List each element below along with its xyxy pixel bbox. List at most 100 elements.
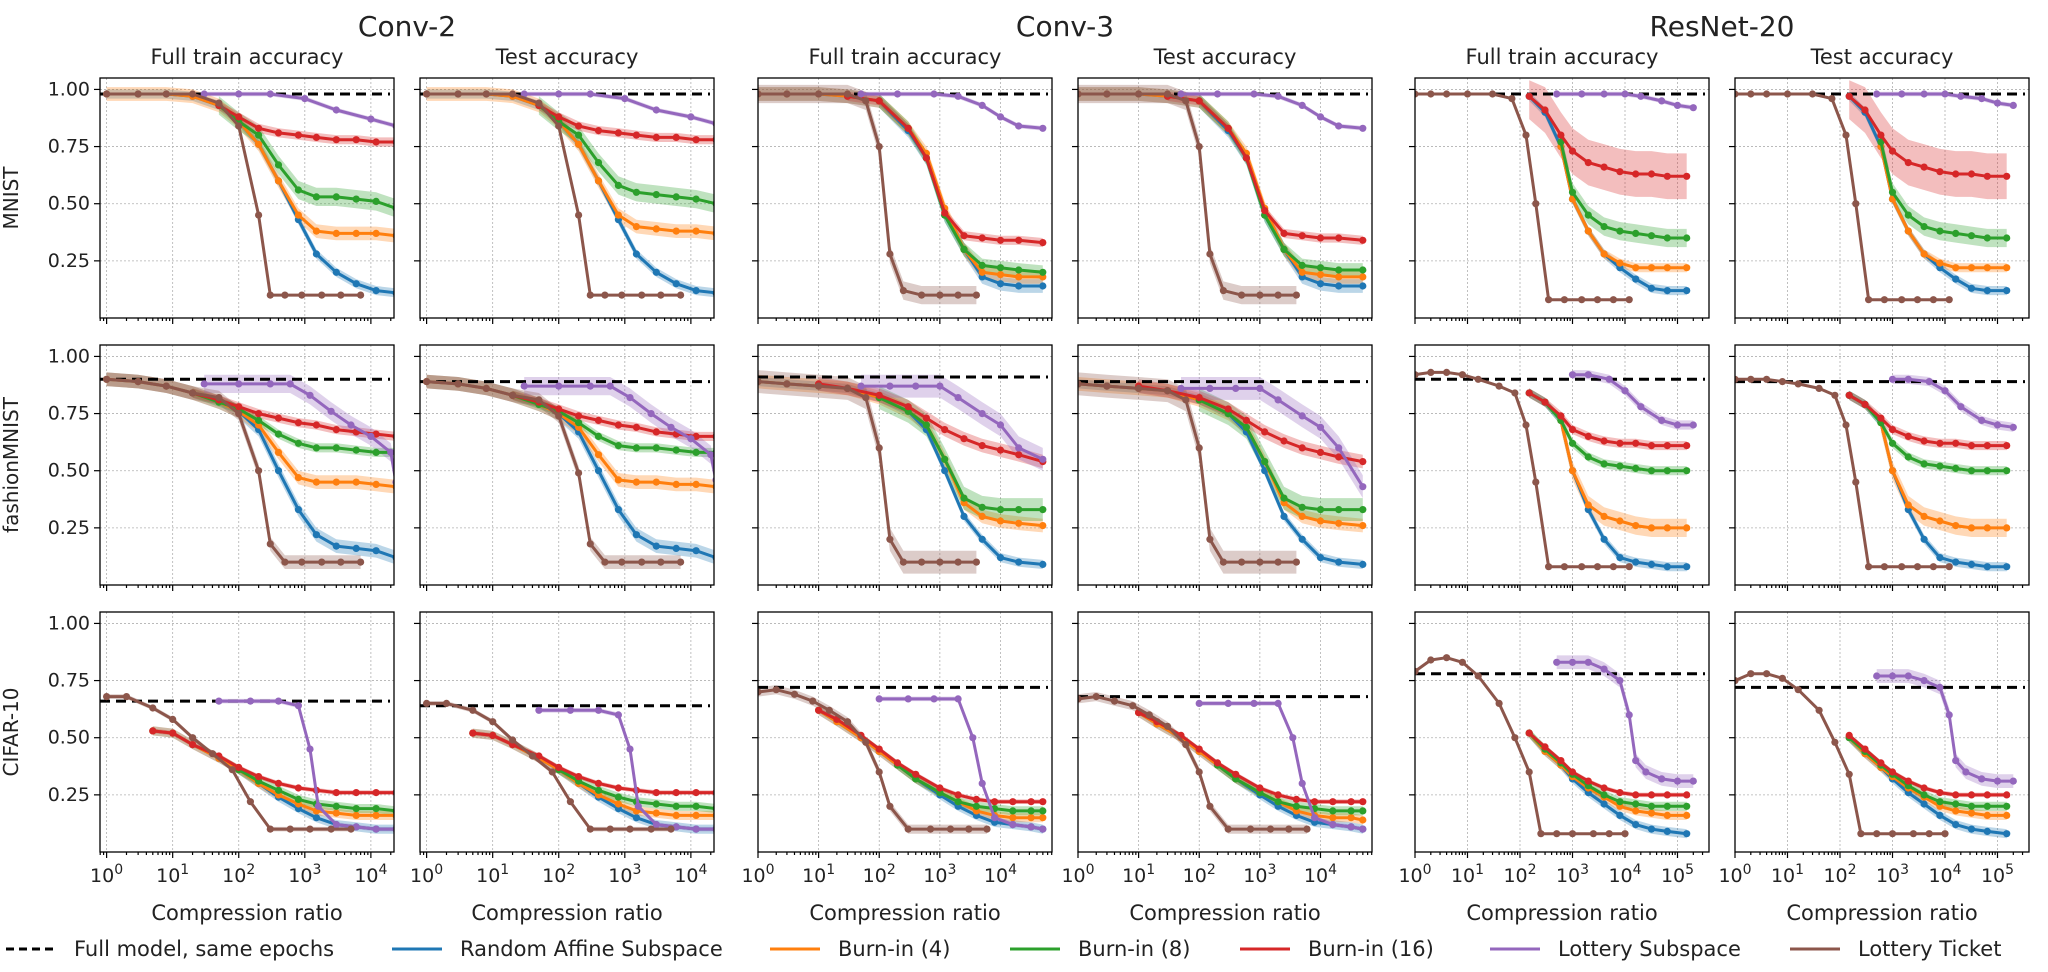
data-point-lottery-ticket — [677, 291, 685, 299]
data-point-burn-in-8 — [996, 506, 1005, 514]
data-point-burn-in-8 — [1015, 266, 1023, 274]
data-point-lottery-ticket — [1224, 825, 1232, 833]
data-point-lottery-ticket — [783, 380, 791, 388]
data-point-burn-in-4 — [1967, 809, 1976, 817]
y-tick-label: 0.75 — [48, 403, 90, 425]
data-point-burn-in-4 — [1009, 814, 1017, 822]
data-point-lottery-ticket — [1898, 563, 1906, 571]
data-point-lottery-subspace — [387, 448, 394, 456]
data-point-burn-in-16 — [1663, 172, 1671, 180]
data-point-lottery-subspace — [1920, 90, 1928, 98]
plot-area — [758, 685, 1048, 834]
data-point-lottery-ticket — [1285, 825, 1293, 833]
series-line-random-affine-subspace — [106, 377, 394, 559]
data-point-burn-in-16 — [1242, 154, 1250, 162]
data-point-burn-in-16 — [652, 133, 660, 141]
data-point-lottery-ticket — [1110, 697, 1119, 705]
series-line-burn-in-8 — [217, 104, 394, 210]
data-point-burn-in-16 — [1952, 170, 1960, 178]
data-point-lottery-subspace — [535, 706, 543, 714]
data-point-lottery-subspace — [1888, 375, 1897, 383]
data-point-lottery-ticket — [1831, 391, 1839, 399]
data-point-lottery-ticket — [1206, 535, 1214, 543]
data-point-random-affine-subspace — [332, 542, 340, 550]
data-point-lottery-ticket — [1163, 387, 1172, 395]
data-point-burn-in-8 — [372, 805, 380, 813]
data-point-random-affine-subspace — [672, 280, 680, 288]
data-point-lottery-subspace — [327, 407, 335, 415]
x-tick-label: 101 — [802, 862, 835, 887]
data-point-lottery-ticket — [918, 558, 926, 566]
data-point-lottery-subspace — [996, 421, 1005, 429]
data-point-lottery-ticket — [555, 122, 563, 130]
data-point-burn-in-4 — [1952, 522, 1960, 530]
data-point-burn-in-16 — [614, 421, 623, 429]
data-point-lottery-subspace — [301, 95, 309, 103]
data-point-lottery-ticket — [1511, 389, 1519, 397]
data-point-burn-in-8 — [332, 193, 340, 201]
column-title: Full train accuracy — [809, 45, 1002, 69]
data-point-lottery-ticket — [1129, 702, 1137, 710]
data-point-burn-in-8 — [1967, 802, 1976, 810]
data-point-burn-in-4 — [332, 478, 340, 486]
series-line-burn-in-16 — [218, 104, 394, 144]
data-point-burn-in-16 — [1359, 236, 1367, 244]
data-point-lottery-subspace — [1689, 777, 1697, 785]
axes-frame — [419, 77, 715, 319]
data-point-lottery-ticket — [103, 693, 111, 701]
legend-label: Burn-in (4) — [838, 937, 950, 961]
plot-area — [100, 372, 394, 569]
data-point-random-affine-subspace — [652, 542, 660, 550]
data-point-burn-in-8 — [1292, 802, 1300, 810]
panel-fashionmnist-resnet-20-full-train-accuracy — [1409, 344, 1710, 591]
band-burn-in-16 — [1529, 80, 1687, 200]
data-point-lottery-ticket — [1415, 667, 1419, 675]
data-point-lottery-subspace — [1621, 387, 1629, 395]
data-point-random-affine-subspace — [312, 531, 320, 539]
data-point-random-affine-subspace — [274, 467, 283, 475]
data-point-lottery-ticket — [1274, 291, 1282, 299]
data-point-lottery-ticket — [862, 394, 870, 402]
column-title: Test accuracy — [1810, 45, 1954, 69]
data-point-lottery-ticket — [266, 291, 274, 299]
data-point-burn-in-16 — [1845, 92, 1853, 100]
data-point-lottery-subspace — [1359, 124, 1367, 132]
data-point-lottery-subspace — [857, 90, 865, 98]
data-point-lottery-ticket — [162, 90, 170, 98]
data-point-burn-in-8 — [1877, 138, 1885, 146]
data-point-burn-in-4 — [332, 229, 340, 237]
data-point-lottery-ticket — [281, 558, 289, 566]
legend-label: Lottery Subspace — [1558, 937, 1741, 961]
data-point-burn-in-4 — [652, 478, 660, 486]
data-point-burn-in-16 — [978, 442, 986, 450]
data-point-burn-in-8 — [1663, 234, 1671, 242]
data-point-lottery-subspace — [1347, 823, 1355, 831]
data-point-burn-in-8 — [1952, 229, 1960, 237]
data-point-random-affine-subspace — [312, 814, 320, 822]
data-point-random-affine-subspace — [2003, 563, 2011, 571]
data-point-lottery-subspace — [332, 821, 340, 829]
row-label-cifar-10: CIFAR-10 — [0, 688, 23, 777]
data-point-burn-in-8 — [1261, 458, 1269, 466]
data-point-burn-in-4 — [1329, 814, 1337, 822]
data-point-burn-in-8 — [1632, 800, 1640, 808]
data-point-lottery-ticket — [337, 291, 345, 299]
data-point-lottery-ticket — [1182, 97, 1190, 105]
data-point-burn-in-16 — [274, 414, 283, 422]
data-point-lottery-subspace — [286, 380, 294, 388]
data-point-lottery-ticket — [1888, 830, 1897, 838]
data-point-lottery-subspace — [667, 423, 675, 431]
data-point-lottery-ticket — [618, 291, 626, 299]
panel-mnist-conv-2-full-train-accuracy: 0.25 0.50 0.75 1.00 — [48, 77, 395, 324]
data-point-burn-in-16 — [1952, 791, 1960, 799]
data-point-lottery-ticket — [228, 766, 236, 774]
data-point-lottery-ticket — [815, 382, 823, 390]
data-point-lottery-ticket — [1831, 738, 1839, 746]
panel-mnist-resnet-20-test-accuracy — [1729, 77, 2030, 324]
panel-fashionmnist-conv-3-full-train-accuracy — [752, 344, 1053, 591]
data-point-burn-in-16 — [1242, 416, 1250, 424]
data-point-burn-in-4 — [632, 478, 641, 486]
data-point-lottery-subspace — [566, 706, 575, 714]
data-point-burn-in-16 — [1936, 168, 1944, 176]
